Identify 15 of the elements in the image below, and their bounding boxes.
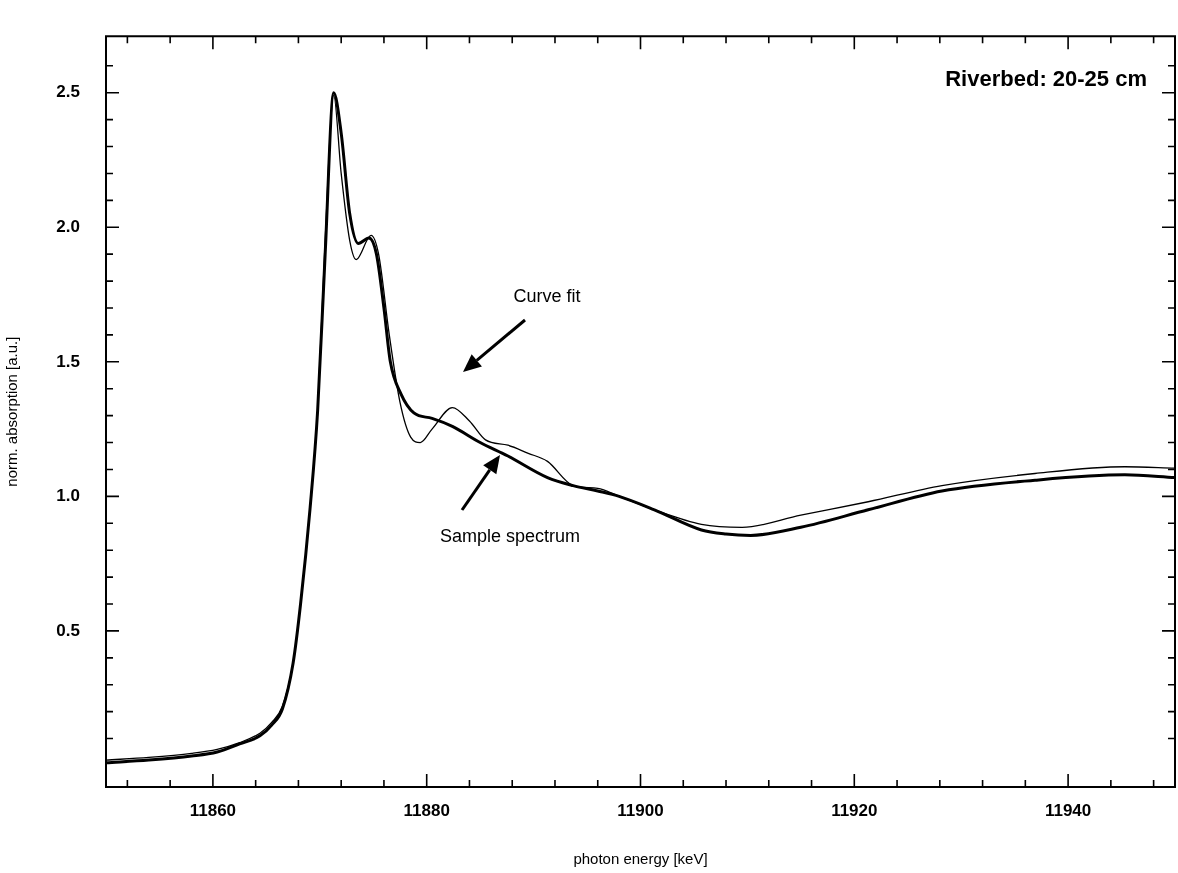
text: Riverbed: 20-25 cm: [945, 66, 1147, 92]
x-tick-label: 11860: [189, 800, 237, 820]
y-tick-label: 2.0: [56, 216, 80, 236]
annotation: Sample spectrum: [439, 525, 581, 546]
x-axis-title: photon energy [keV]: [573, 850, 708, 868]
y-tick-label: 1.5: [56, 351, 80, 371]
x-tick-label: 11880: [403, 800, 450, 820]
y-tick-label: 1.0: [56, 486, 80, 506]
x-tick-label: 11940: [1044, 800, 1092, 820]
y-tick-label: 2.5: [56, 82, 80, 102]
x-tick-label: 11900: [617, 800, 664, 820]
x-tick-label: 11920: [831, 800, 878, 820]
y-tick-label: 0.5: [56, 620, 80, 640]
y-axis-title: norm. absorption [a.u.]: [3, 336, 21, 487]
annotation: Curve fit: [513, 285, 581, 306]
